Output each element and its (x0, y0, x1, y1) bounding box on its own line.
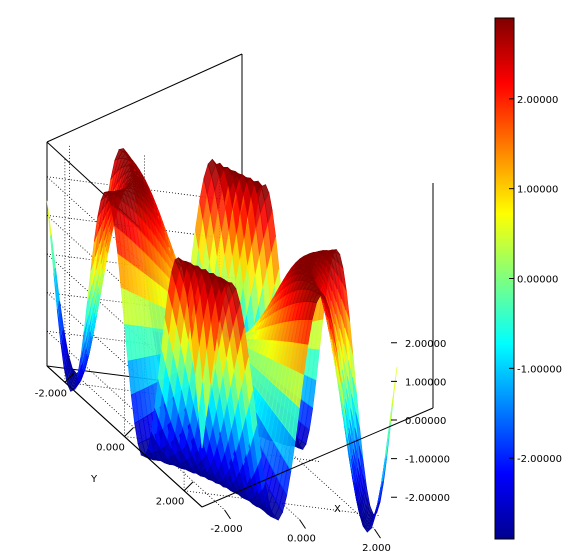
x-axis-title: X (334, 504, 341, 515)
front-axes (46, 183, 434, 539)
y-tick (183, 481, 194, 492)
x-tick-label: 0.000 (287, 534, 316, 545)
y-tick-label: -2.000 (35, 388, 67, 399)
grid-line (69, 368, 225, 511)
colorbar-tick-label: -2.00000 (517, 454, 562, 465)
z-tick-label: 1.00000 (405, 377, 446, 388)
colorbar-tick-label: -1.00000 (517, 364, 562, 375)
z-tick-label: 2.00000 (405, 339, 446, 350)
axis-edge (46, 53, 243, 143)
z-tick-label: 0.00000 (405, 416, 446, 427)
x-tick (224, 509, 231, 520)
colorbar-tick-label: 0.00000 (517, 275, 558, 286)
x-tick-label: -2.000 (210, 524, 242, 535)
z-tick-label: -2.00000 (405, 493, 450, 504)
surface-patch (389, 366, 398, 428)
colorbar-ticks: -2.00000 -1.00000 0.00000 1.00000 2.00000 (509, 95, 562, 465)
z-tick-label: -1.00000 (405, 455, 450, 466)
colorbar-tick-label: 2.00000 (517, 95, 558, 106)
y-tick-label: 2.000 (156, 497, 185, 508)
y-tick (64, 372, 75, 383)
y-axis-title: Y (90, 474, 98, 485)
colorbar-tick-label: 1.00000 (517, 185, 558, 196)
x-tick-label: 2.000 (362, 543, 391, 554)
surface (46, 148, 398, 533)
colorbar: -2.00000 -1.00000 0.00000 1.00000 2.00000 (494, 17, 562, 540)
x-tick (374, 528, 381, 539)
x-axis-line (201, 407, 434, 508)
y-tick (124, 427, 134, 437)
tick-labels: -2.000 0.000 2.000 -2.000 0.000 2.000 -2.00000… (35, 339, 450, 554)
x-tick (299, 519, 306, 529)
grid-line (219, 387, 375, 530)
y-tick-label: 0.000 (96, 443, 125, 454)
